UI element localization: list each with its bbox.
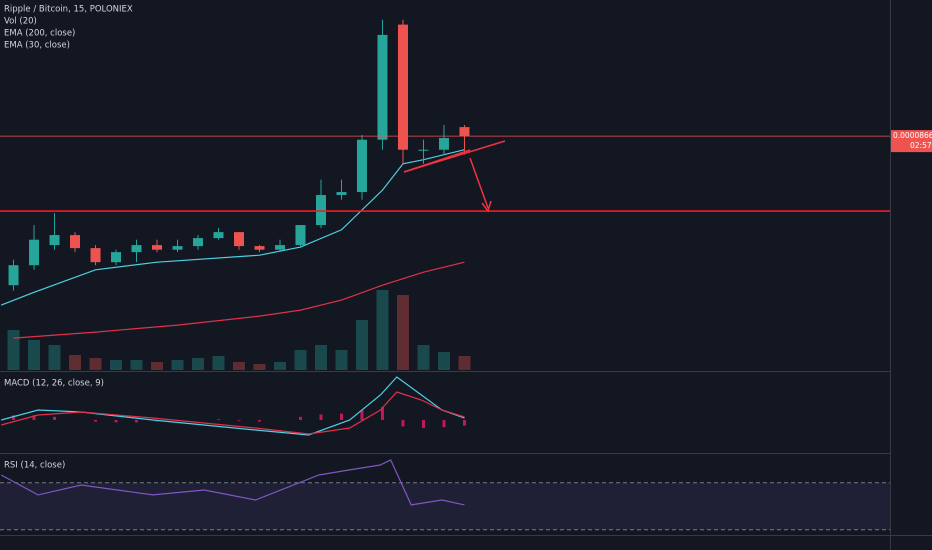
countdown: 02:57 (910, 141, 932, 150)
candle-body (377, 34, 388, 140)
arrow (469, 157, 489, 209)
volume-bar (151, 362, 164, 370)
marks (0, 19, 890, 506)
candle-body (418, 149, 429, 151)
candle-body (70, 235, 81, 249)
trend-line (403, 149, 471, 173)
histogram-bar (114, 420, 118, 423)
histogram-bar (94, 420, 98, 422)
last-price-box (891, 130, 932, 153)
volume-bar (396, 295, 409, 370)
drawings (403, 140, 506, 213)
candle-body (438, 138, 449, 150)
volume-bar (437, 352, 450, 370)
candle-body (131, 245, 142, 253)
legend-ema200: EMA (200, close) (4, 29, 75, 39)
series-line (0, 459, 465, 506)
candle-body (459, 127, 470, 137)
volume-bar (417, 345, 430, 370)
histogram-bar (360, 410, 364, 421)
volume-bar (110, 360, 123, 370)
histogram-bar (53, 416, 57, 421)
series-line (13, 261, 465, 339)
last-price-label: 0.00008663 (893, 131, 932, 140)
candle-body (8, 265, 19, 286)
volume-bar (273, 362, 286, 370)
histogram-bar (339, 413, 343, 421)
histogram-bar (257, 420, 261, 422)
rsi-band (0, 482, 890, 530)
volume-bar (233, 362, 246, 370)
volume-bar (89, 358, 102, 370)
candle-body (111, 252, 122, 263)
candle-body (336, 192, 347, 196)
volume-bar (48, 345, 61, 370)
histogram-bar (462, 420, 466, 426)
histogram-bar (12, 415, 16, 421)
volume-bar (294, 350, 307, 370)
macd-title: MACD (12, 26, close, 9) (4, 379, 104, 389)
volume-bar (28, 340, 41, 370)
legend-volume: Vol (20) (4, 17, 37, 27)
candle-body (193, 238, 204, 247)
histogram-bar (298, 416, 302, 421)
volume-bar (69, 355, 82, 370)
grid (0, 482, 890, 531)
candle-body (295, 225, 306, 246)
candle-body (90, 248, 101, 263)
series-line (1, 391, 465, 435)
histogram-bar (442, 420, 446, 428)
volume-bar (171, 360, 184, 370)
histogram-bar (319, 414, 323, 421)
legend-ema30: EMA (30, close) (4, 41, 70, 51)
rsi-title: RSI (14, close) (4, 461, 65, 471)
candle-body (29, 239, 40, 266)
candle-body (152, 245, 163, 250)
symbol-title: Ripple / Bitcoin, 15, POLONIEX (4, 5, 133, 15)
volume-bar (130, 360, 143, 370)
volume-bar (192, 358, 205, 370)
candle-body (234, 232, 245, 247)
candle-body (172, 246, 183, 250)
series-line (1, 376, 465, 436)
volume-bar (314, 345, 327, 370)
volume-bar (376, 290, 389, 370)
candle-body (274, 245, 285, 250)
candle-body (315, 195, 326, 226)
candle-body (356, 139, 367, 193)
volume-bar (355, 320, 368, 370)
overlay: 0.0000866302:57 (0, 130, 932, 153)
candle-body (49, 235, 60, 246)
histogram-bar (237, 420, 241, 421)
histogram-bar (32, 415, 36, 421)
candle-body (397, 24, 408, 150)
volume-bar (335, 350, 348, 370)
arrow-head (481, 200, 492, 213)
histogram-bar (217, 419, 221, 421)
histogram-bar (401, 420, 405, 427)
volume-bar (458, 356, 471, 370)
volume-bar (212, 356, 225, 370)
candle-body (254, 246, 265, 250)
histogram-bar (421, 420, 425, 429)
histogram-bar (380, 407, 384, 421)
volume-bar (7, 330, 20, 370)
candle-body (213, 232, 224, 239)
volume-bar (253, 364, 266, 370)
histogram-bar (135, 420, 139, 423)
